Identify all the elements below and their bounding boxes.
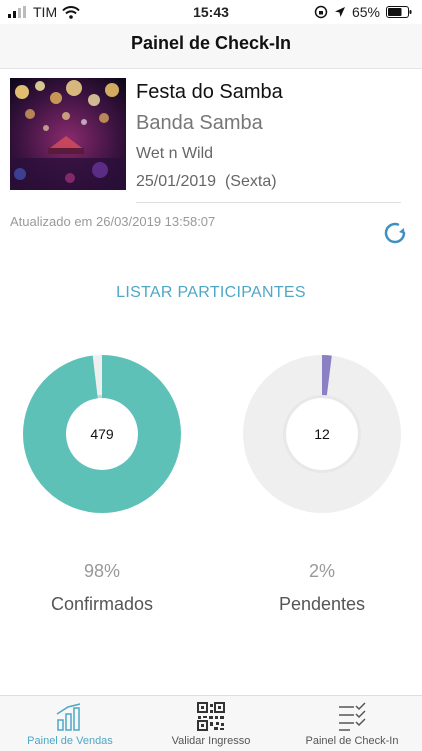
tab-bar: Painel de Vendas Validar Ingresso [0,695,422,751]
pending-count: 12 [314,426,330,442]
orientation-lock-icon [314,5,328,19]
tab-validar-ingresso[interactable]: Validar Ingresso [141,696,281,751]
tab-painel-de-check-in[interactable]: Painel de Check-In [282,696,422,751]
event-info: Festa do Samba Banda Samba Wet n Wild 25… [136,78,283,191]
refresh-icon[interactable] [380,218,410,248]
tab-label: Painel de Check-In [305,735,399,747]
carrier: TIM [33,4,58,20]
confirmed-donut-arc [23,355,181,513]
pending-label: Pendentes [278,594,366,614]
page-title: Painel de Check-In [130,33,292,53]
tab-label: Validar Ingresso [171,735,251,747]
event-image [10,78,126,190]
location-icon [334,7,345,17]
battery-percent: 65% [351,4,380,20]
pending-donut: 12 [243,355,401,513]
status-left: TIM [8,4,80,20]
checklist-icon [339,702,366,731]
signal-icon [8,6,26,18]
status-bar: TIM 15:43 65% [0,0,422,24]
event-card: Festa do Samba Banda Samba Wet n Wild 25… [10,78,402,190]
status-right: 65% [314,4,412,20]
status-time: 15:43 [193,4,229,20]
pending-donut-inner-ring [283,395,361,473]
divider [136,202,401,203]
confirmed-donut: 479 [23,355,181,513]
event-venue: Wet n Wild [136,145,214,162]
confirmed-label: Confirmados [50,594,154,614]
tab-label: Painel de Vendas [27,735,113,747]
confirmed-count: 479 [90,426,114,442]
tab-painel-de-vendas[interactable]: Painel de Vendas [0,696,140,751]
last-updated: Atualizado em 26/03/2019 13:58:07 [10,214,216,229]
event-title: Festa do Samba [136,81,283,103]
confirmed-percent: 98% [83,561,121,581]
confirmed-donut-inner-ring [63,395,141,473]
qr-code-icon [197,702,225,731]
confirmed-donut-hole [66,398,138,470]
nav-bar: Painel de Check-In [0,24,422,69]
list-participants-button[interactable]: LISTAR PARTICIPANTES [116,284,306,301]
wifi-icon [62,5,80,19]
bar-chart-icon [56,703,81,731]
battery-icon [386,6,412,18]
pending-donut-hole [286,398,358,470]
event-band: Banda Samba [136,112,263,134]
event-date: 25/01/2019 (Sexta) [136,173,277,190]
pending-donut-arc [243,355,401,513]
pending-percent: 2% [308,561,335,581]
